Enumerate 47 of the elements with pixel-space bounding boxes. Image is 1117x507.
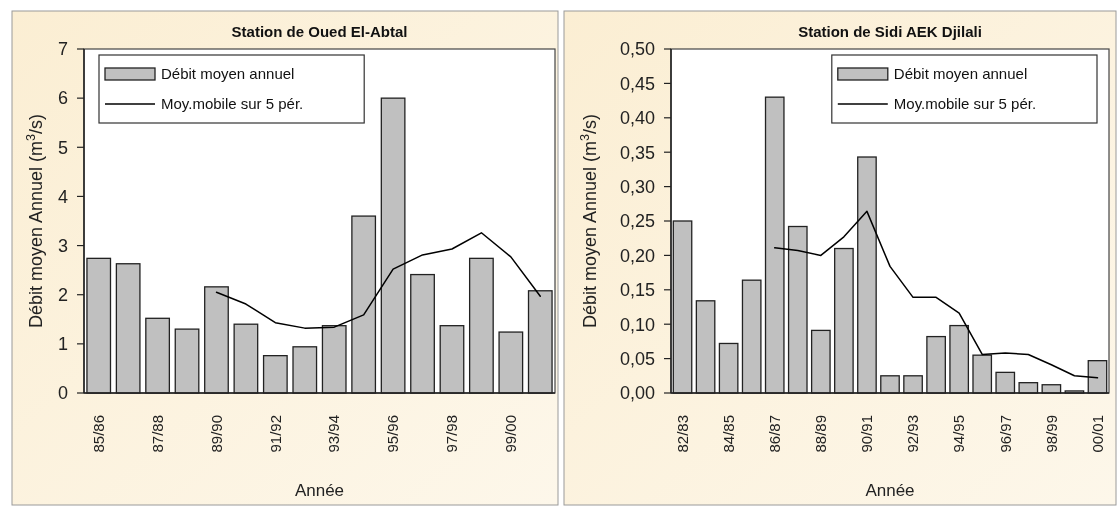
x-tick-label: 85/86 [89,415,107,453]
x-tick-label: 94/95 [950,415,968,453]
x-tick-label: 98/99 [1042,415,1060,453]
x-tick-label: 90/91 [858,415,876,453]
legend-label: Débit moyen annuel [161,65,295,83]
x-tick-label: 82/83 [673,415,691,453]
y-tick-label: 0,30 [619,176,655,197]
y-tick-label: 0,10 [619,314,655,335]
x-tick-label: 87/88 [148,415,166,453]
x-tick-label: 91/92 [266,415,284,453]
x-tick-label: 89/90 [207,415,225,453]
x-tick-label: 00/01 [1088,415,1106,453]
x-tick-label: 99/00 [502,415,520,453]
y-tick-label: 5 [57,137,68,158]
x-tick-label: 88/89 [812,415,830,453]
y-tick-label: 0 [57,383,68,404]
y-tick-label: 6 [57,88,68,109]
y-tick-label: 0,40 [619,108,655,129]
chart-title: Station de Sidi AEK Djilali [798,23,982,40]
y-tick-label: 2 [57,285,68,306]
y-tick-label: 0,35 [619,142,655,163]
x-tick-label: 96/97 [996,415,1014,453]
legend-label: Moy.mobile sur 5 pér. [893,95,1037,113]
y-tick-label: 0,20 [619,245,655,266]
x-axis-title: Année [294,481,345,500]
x-tick-label: 86/87 [765,415,783,453]
y-tick-label: 0,45 [619,73,655,94]
y-tick-label: 1 [57,334,68,355]
y-tick-label: 0,25 [619,211,655,232]
x-tick-label: 93/94 [325,415,343,453]
y-tick-label: 0,15 [619,280,655,301]
line-series [215,232,542,329]
y-tick-label: 4 [57,186,68,207]
legend-label: Débit moyen annuel [893,65,1028,83]
x-axis-title: Année [865,481,915,500]
x-tick-label: 84/85 [719,415,737,453]
y-tick-label: 0,50 [619,39,655,60]
x-tick-label: 95/96 [384,415,402,453]
y-tick-label: 0,05 [619,348,655,369]
y-tick-label: 7 [57,39,68,60]
chart-title: Station de Oued El-Abtal [231,23,408,40]
y-tick-label: 3 [57,235,68,256]
line-series [773,210,1099,379]
x-tick-label: 92/93 [904,415,922,453]
x-tick-label: 97/98 [443,415,461,453]
legend-label: Moy.mobile sur 5 pér. [161,95,304,113]
y-tick-label: 0,00 [619,383,655,404]
